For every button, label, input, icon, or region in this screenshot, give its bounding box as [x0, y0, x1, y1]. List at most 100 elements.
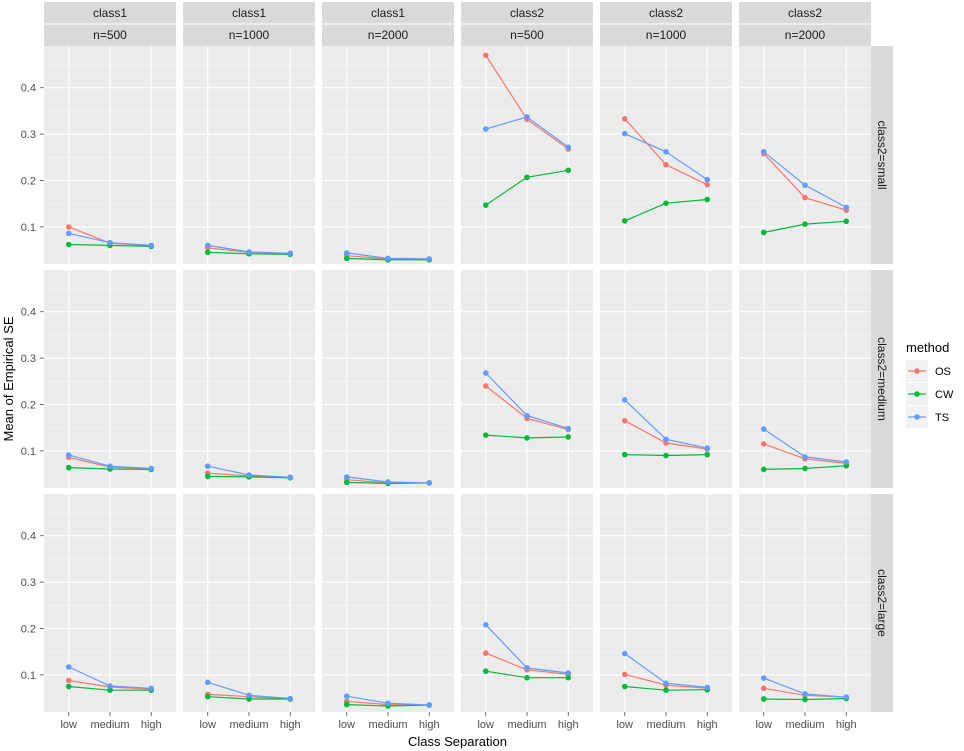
x-axis-title: Class Separation	[408, 734, 507, 749]
data-point-ts	[482, 126, 489, 132]
data-point-os	[760, 685, 767, 692]
data-point-ts	[343, 474, 350, 480]
data-point-os	[482, 52, 489, 59]
data-point-ts	[663, 436, 669, 443]
facet-strip-label: class2	[788, 6, 822, 20]
y-tick-label: 0.4	[21, 531, 36, 543]
data-point-os	[621, 116, 628, 122]
data-point-cw	[482, 432, 489, 438]
y-tick-label: 0.4	[21, 83, 36, 95]
data-point-cw	[663, 452, 669, 459]
data-point-ts	[107, 683, 113, 689]
data-point-ts	[621, 397, 628, 403]
data-point-ts	[482, 370, 489, 376]
data-point-cw	[107, 687, 113, 693]
data-point-cw	[663, 200, 669, 207]
data-point-ts	[426, 480, 433, 486]
facet-strip-right	[871, 46, 893, 264]
facet-strip-right	[871, 270, 893, 488]
data-point-ts	[385, 479, 391, 485]
y-tick-label: 0.3	[21, 353, 36, 365]
data-point-cw	[802, 221, 808, 227]
facet-strip-right	[871, 494, 893, 712]
data-point-cw	[621, 683, 628, 690]
data-point-ts	[621, 130, 628, 137]
data-point-ts	[148, 465, 155, 472]
data-point-ts	[65, 452, 72, 458]
data-point-ts	[148, 242, 155, 249]
data-point-ts	[204, 679, 211, 686]
x-tick-label: medium	[90, 719, 129, 731]
x-tick-label: low	[616, 719, 633, 731]
x-tick-label: high	[280, 719, 301, 731]
data-point-cw	[565, 674, 572, 681]
data-point-cw	[343, 479, 350, 486]
data-point-ts	[704, 445, 711, 451]
data-point-os	[621, 417, 628, 424]
x-tick-label: low	[199, 719, 216, 731]
facet-strip-label: n=1000	[229, 28, 270, 42]
facet-strip-label: class2=small	[875, 120, 889, 189]
data-point-ts	[107, 463, 113, 470]
x-tick-label: high	[836, 719, 857, 731]
x-tick-label: high	[419, 719, 440, 731]
data-point-ts	[287, 250, 294, 257]
x-tick-label: high	[141, 719, 162, 731]
data-point-cw	[760, 696, 767, 702]
legend-key-point	[914, 368, 920, 374]
facet-strip-label: class1	[371, 6, 405, 20]
facet-strip-label: class2=medium	[875, 337, 889, 421]
data-point-cw	[704, 451, 711, 458]
y-tick-label: 0.2	[21, 624, 36, 636]
y-tick-label: 0.2	[21, 400, 36, 412]
data-point-ts	[704, 684, 711, 691]
facet-strip-label: class1	[232, 6, 266, 20]
data-point-ts	[704, 176, 711, 183]
data-point-ts	[802, 454, 808, 460]
data-point-ts	[343, 250, 350, 256]
data-point-ts	[65, 664, 72, 670]
data-point-ts	[426, 702, 433, 708]
x-tick-label: high	[697, 719, 718, 731]
data-point-ts	[524, 665, 530, 671]
data-point-ts	[204, 242, 211, 249]
data-point-cw	[663, 687, 669, 693]
x-tick-label: low	[60, 719, 77, 731]
data-point-ts	[663, 680, 669, 687]
x-tick-label: medium	[507, 719, 546, 731]
data-point-os	[621, 671, 628, 678]
data-point-ts	[802, 182, 808, 188]
legend-key-point	[914, 414, 920, 420]
y-tick-label: 0.3	[21, 577, 36, 589]
data-point-cw	[621, 218, 628, 224]
data-point-cw	[204, 693, 211, 700]
data-point-os	[663, 161, 669, 168]
data-point-cw	[565, 434, 572, 440]
data-point-os	[482, 650, 489, 656]
data-point-ts	[565, 144, 572, 150]
facet-strip-label: class1	[93, 6, 127, 20]
data-point-cw	[204, 249, 211, 256]
legend-label: TS	[935, 412, 949, 424]
x-tick-label: medium	[368, 719, 407, 731]
data-point-ts	[760, 148, 767, 155]
x-tick-label: low	[755, 719, 772, 731]
data-point-cw	[343, 255, 350, 262]
data-point-ts	[663, 148, 669, 155]
facet-strip-label: n=500	[93, 28, 127, 42]
x-tick-label: low	[477, 719, 494, 731]
facet-strip-label: n=500	[510, 28, 544, 42]
data-point-ts	[802, 691, 808, 697]
data-point-ts	[482, 622, 489, 628]
facet-strip-label: n=2000	[785, 28, 826, 42]
data-point-ts	[204, 463, 211, 470]
data-point-cw	[65, 464, 72, 471]
legend-label: OS	[935, 366, 951, 378]
data-point-cw	[524, 435, 530, 441]
data-point-ts	[760, 426, 767, 432]
data-point-ts	[426, 256, 433, 262]
data-point-cw	[65, 683, 72, 690]
data-point-os	[482, 383, 489, 389]
x-tick-label: medium	[785, 719, 824, 731]
data-point-ts	[843, 459, 850, 465]
